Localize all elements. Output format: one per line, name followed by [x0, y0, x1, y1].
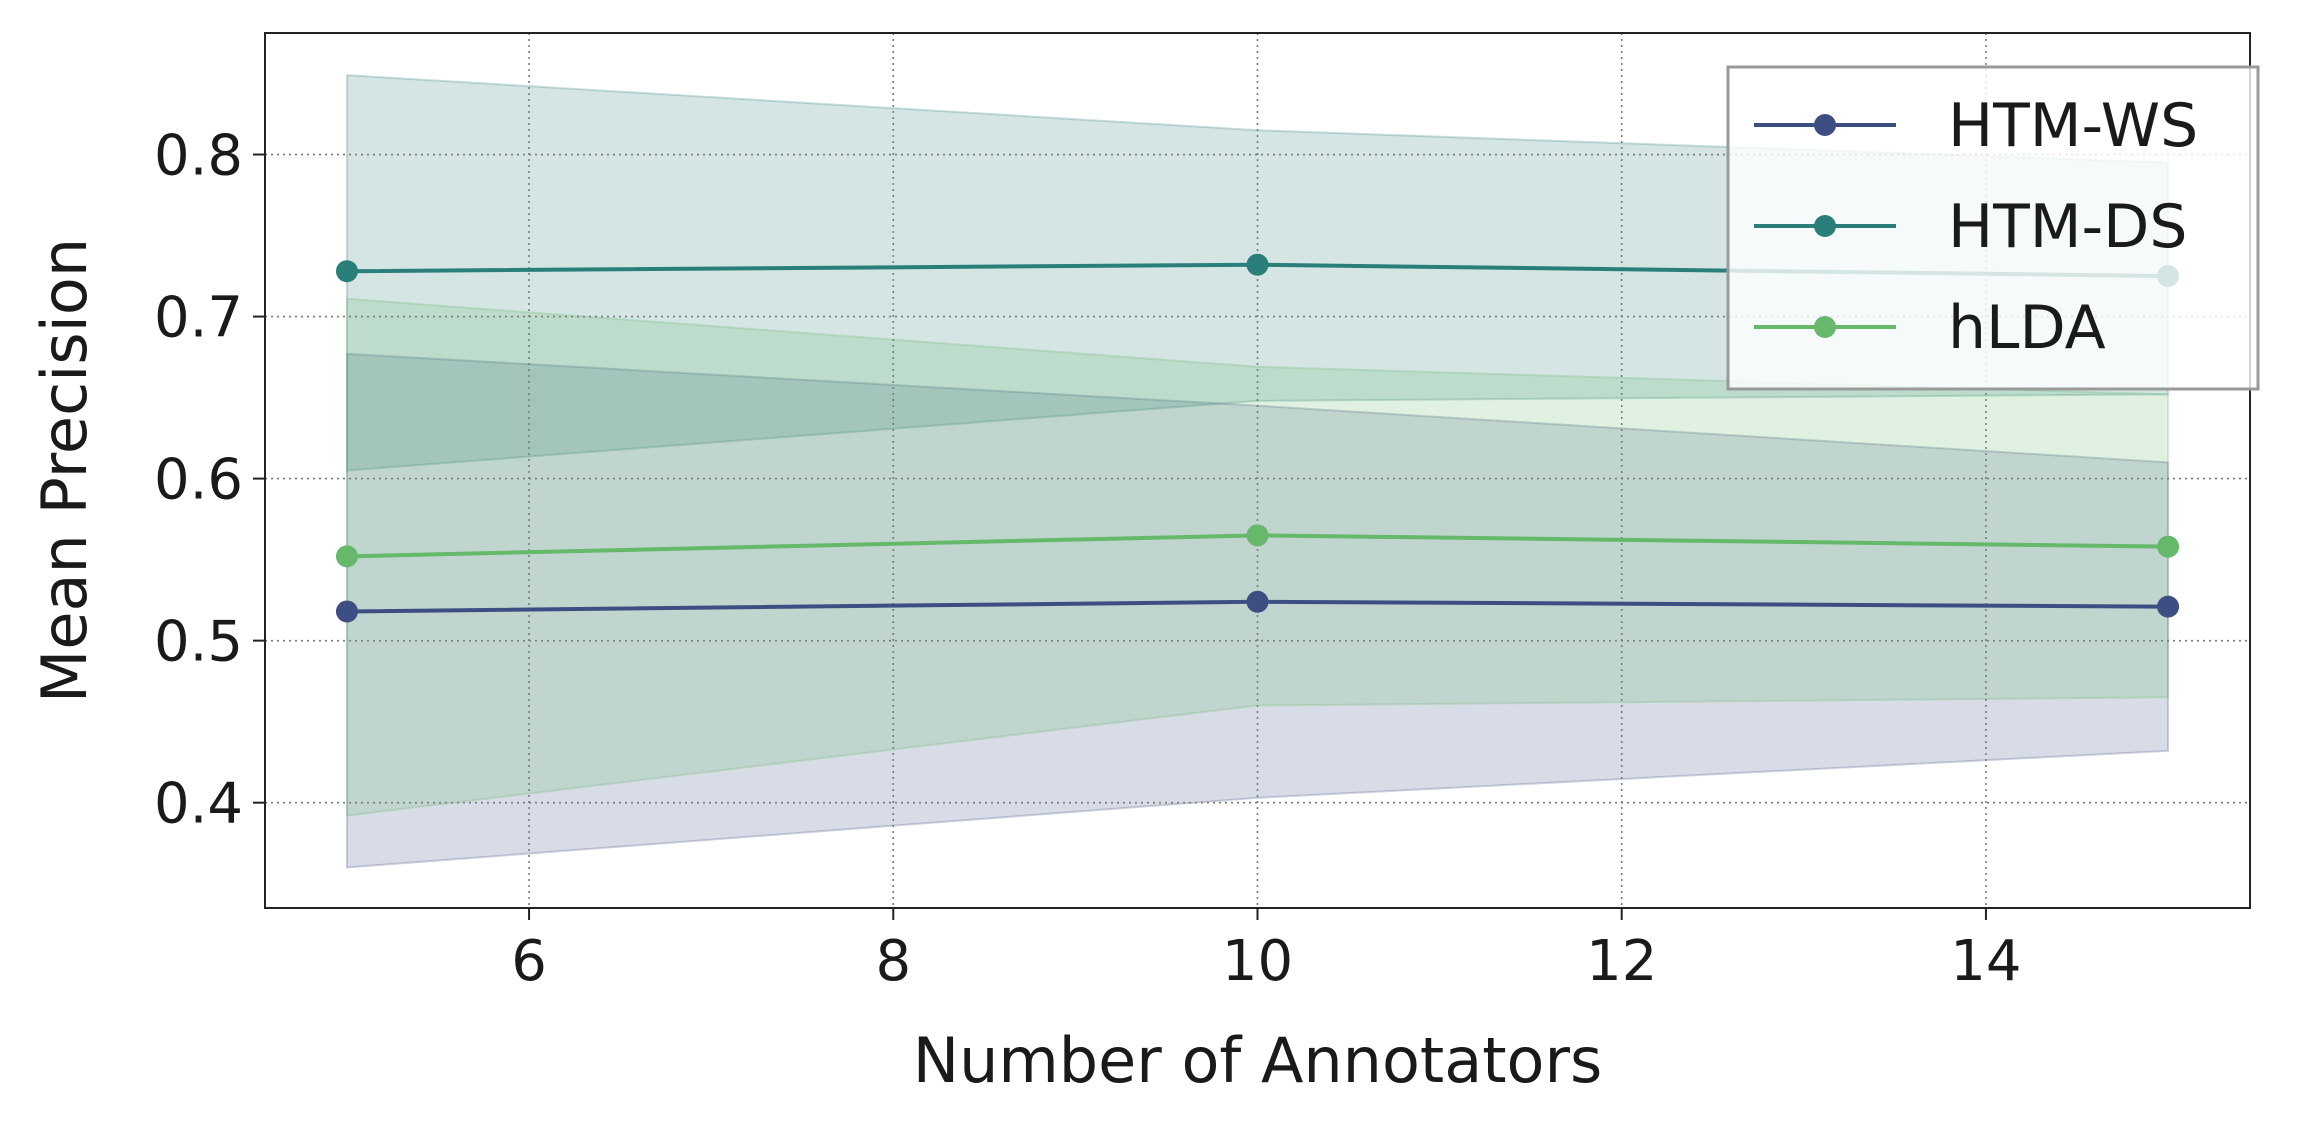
y-tick-label: 0.7 [154, 286, 243, 351]
y-tick-label: 0.4 [154, 772, 243, 837]
legend-marker [1814, 316, 1836, 338]
x-tick-label: 14 [1950, 929, 2021, 994]
x-tick-label: 8 [875, 929, 911, 994]
data-point-hlda [1246, 524, 1269, 547]
legend-entry-hlda: hLDA [1948, 293, 2106, 363]
y-tick-label: 0.5 [154, 610, 243, 675]
data-point-htm-ws [2157, 595, 2180, 618]
y-tick-label: 0.6 [154, 448, 243, 513]
data-point-htm-ws [335, 600, 358, 623]
legend: HTM-WS HTM-DS hLDA [1726, 65, 2260, 391]
y-axis-ticks: 0.4 0.5 0.6 0.7 0.8 [154, 124, 265, 837]
x-tick-label: 12 [1586, 929, 1657, 994]
legend-marker [1814, 114, 1836, 136]
legend-entry-htm-ws: HTM-WS [1948, 91, 2198, 161]
data-point-htm-ds [1246, 253, 1269, 276]
band-hlda [345, 297, 2170, 817]
confidence-bands [345, 74, 2170, 869]
y-axis-label: Mean Precision [28, 238, 101, 703]
x-tick-label: 10 [1222, 929, 1293, 994]
data-point-htm-ds [335, 260, 358, 283]
y-tick-label: 0.8 [154, 124, 243, 189]
legend-entry-htm-ds: HTM-DS [1948, 192, 2187, 262]
data-point-htm-ws [1246, 590, 1269, 613]
x-axis-label: Number of Annotators [913, 1024, 1603, 1097]
legend-marker [1814, 215, 1836, 237]
x-tick-label: 6 [511, 929, 547, 994]
x-axis-ticks: 6 8 10 12 14 [511, 908, 2022, 994]
data-point-hlda [2157, 535, 2180, 558]
data-point-hlda [335, 545, 358, 568]
